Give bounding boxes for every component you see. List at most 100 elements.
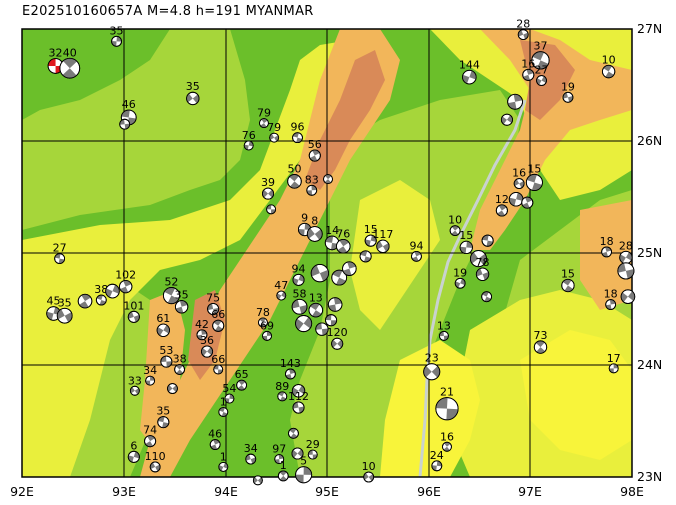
earthquake-marker[interactable]: 35 [156, 405, 170, 429]
earthquake-marker[interactable]: 76 [335, 227, 351, 254]
earthquake-marker[interactable] [119, 118, 131, 130]
earthquake-marker[interactable]: 33 [128, 374, 142, 396]
earthquake-marker[interactable] [291, 384, 306, 398]
earthquake-marker[interactable] [469, 250, 487, 268]
earthquake-marker[interactable]: 23 [423, 352, 441, 381]
earthquake-marker[interactable]: 53 [159, 344, 173, 368]
earthquake-marker[interactable]: 28 [619, 239, 633, 265]
earthquake-marker[interactable]: 102 [115, 268, 136, 294]
earthquake-marker[interactable]: 15 [459, 229, 473, 255]
earthquake-marker[interactable] [266, 204, 277, 215]
earthquake-marker[interactable]: 144 [459, 58, 480, 85]
earthquake-marker[interactable] [359, 250, 372, 263]
earthquake-marker[interactable]: 58 [291, 287, 308, 315]
earthquake-marker[interactable] [77, 293, 93, 309]
earthquake-marker[interactable]: 56 [308, 138, 322, 162]
earthquake-marker[interactable]: 69 [260, 319, 274, 341]
earthquake-marker[interactable]: 35 [175, 289, 189, 314]
earthquake-marker[interactable]: 96 [291, 121, 305, 144]
earthquake-marker[interactable]: 65 [235, 368, 249, 391]
earthquake-marker[interactable] [500, 113, 513, 126]
earthquake-marker[interactable]: 21 [435, 386, 459, 421]
earthquake-marker[interactable] [167, 383, 178, 394]
earthquake-marker[interactable]: 47 [274, 279, 288, 301]
earthquake-marker[interactable]: 15 [525, 162, 543, 191]
earthquake-marker[interactable]: 46 [208, 428, 222, 450]
earthquake-marker[interactable]: 117 [372, 228, 393, 253]
earthquake-marker[interactable] [288, 427, 299, 439]
earthquake-marker[interactable]: 6 [127, 439, 140, 463]
earthquake-marker[interactable] [481, 234, 494, 247]
earthquake-marker[interactable]: 13 [437, 319, 451, 341]
earthquake-marker[interactable] [310, 264, 330, 283]
earthquake-marker[interactable]: 39 [261, 176, 275, 200]
earthquake-marker[interactable]: 74 [143, 424, 157, 448]
earthquake-marker[interactable]: 16 [440, 430, 454, 452]
earthquake-marker[interactable]: 34 [143, 364, 157, 386]
earthquake-marker[interactable]: 35 [56, 296, 73, 324]
earthquake-marker[interactable]: 10 [362, 460, 376, 483]
earthquake-marker[interactable]: 52 [162, 276, 180, 305]
earthquake-marker[interactable]: 5 [295, 455, 313, 484]
earthquake-marker[interactable]: 50 [287, 163, 302, 189]
earthquake-marker[interactable]: 32 [47, 47, 64, 74]
earthquake-marker[interactable] [295, 315, 313, 333]
earthquake-marker[interactable]: 15 [561, 267, 575, 293]
earthquake-marker[interactable]: 27 [535, 64, 549, 86]
earthquake-marker[interactable]: 35 [110, 24, 124, 47]
earthquake-marker[interactable]: 75 [206, 291, 220, 316]
earthquake-marker[interactable] [325, 314, 338, 327]
earthquake-marker[interactable]: 8 [306, 215, 323, 242]
earthquake-marker[interactable]: 110 [145, 450, 166, 473]
earthquake-marker[interactable]: 78 [476, 256, 490, 281]
earthquake-marker[interactable]: 10 [602, 53, 616, 79]
earthquake-marker[interactable]: 10 [448, 214, 462, 237]
earthquake-marker[interactable]: 15 [364, 223, 378, 247]
earthquake-marker[interactable] [507, 93, 523, 110]
earthquake-marker[interactable]: 16 [512, 167, 526, 189]
earthquake-marker[interactable]: 40 [59, 46, 81, 79]
earthquake-marker[interactable] [617, 262, 635, 280]
earthquake-marker[interactable] [331, 269, 348, 286]
earthquake-marker[interactable] [105, 283, 120, 299]
earthquake-marker[interactable] [481, 291, 493, 303]
earthquake-marker[interactable]: 17 [607, 352, 621, 374]
earthquake-marker[interactable]: 79 [257, 107, 271, 129]
earthquake-marker[interactable]: 18 [600, 235, 614, 258]
earthquake-marker[interactable]: 19 [561, 80, 575, 103]
earthquake-marker[interactable]: 66 [211, 308, 225, 332]
earthquake-marker[interactable] [521, 196, 534, 209]
earthquake-marker[interactable]: 37 [531, 40, 550, 70]
earthquake-marker[interactable]: 29 [306, 438, 320, 460]
earthquake-marker[interactable]: 1 [218, 450, 229, 472]
earthquake-marker[interactable]: 12 [495, 193, 509, 217]
earthquake-marker[interactable]: 120 [327, 326, 348, 350]
earthquake-marker[interactable] [291, 447, 304, 460]
earthquake-marker[interactable]: 83 [305, 173, 319, 196]
earthquake-marker[interactable]: 94 [409, 239, 423, 262]
earthquake-marker[interactable]: 76 [242, 129, 256, 151]
earthquake-marker[interactable]: 34 [244, 442, 258, 465]
earthquake-marker[interactable]: 38 [173, 353, 187, 375]
earthquake-marker[interactable]: 1 [277, 459, 289, 482]
earthquake-marker[interactable]: 54 [222, 382, 236, 404]
earthquake-marker[interactable]: 27 [53, 242, 67, 265]
earthquake-marker[interactable]: 101 [123, 299, 144, 323]
earthquake-marker[interactable]: 35 [186, 80, 200, 106]
earthquake-marker[interactable]: 13 [308, 291, 324, 318]
earthquake-marker[interactable]: 1 [218, 396, 229, 417]
earthquake-marker[interactable] [342, 261, 357, 276]
earthquake-marker[interactable] [508, 191, 524, 207]
earthquake-marker[interactable] [323, 174, 333, 185]
earthquake-marker[interactable] [327, 297, 343, 312]
earthquake-marker[interactable]: 97 [272, 443, 286, 465]
earthquake-marker[interactable]: 79 [267, 121, 281, 143]
earthquake-marker[interactable]: 73 [534, 329, 548, 354]
earthquake-marker[interactable] [620, 289, 636, 304]
earthquake-marker[interactable]: 94 [292, 262, 306, 286]
earthquake-marker[interactable]: 16 [521, 57, 535, 81]
earthquake-marker[interactable]: 143 [280, 357, 301, 380]
earthquake-marker[interactable]: 61 [156, 312, 170, 337]
earthquake-marker[interactable]: 28 [516, 18, 530, 41]
earthquake-marker[interactable]: 112 [288, 390, 309, 414]
